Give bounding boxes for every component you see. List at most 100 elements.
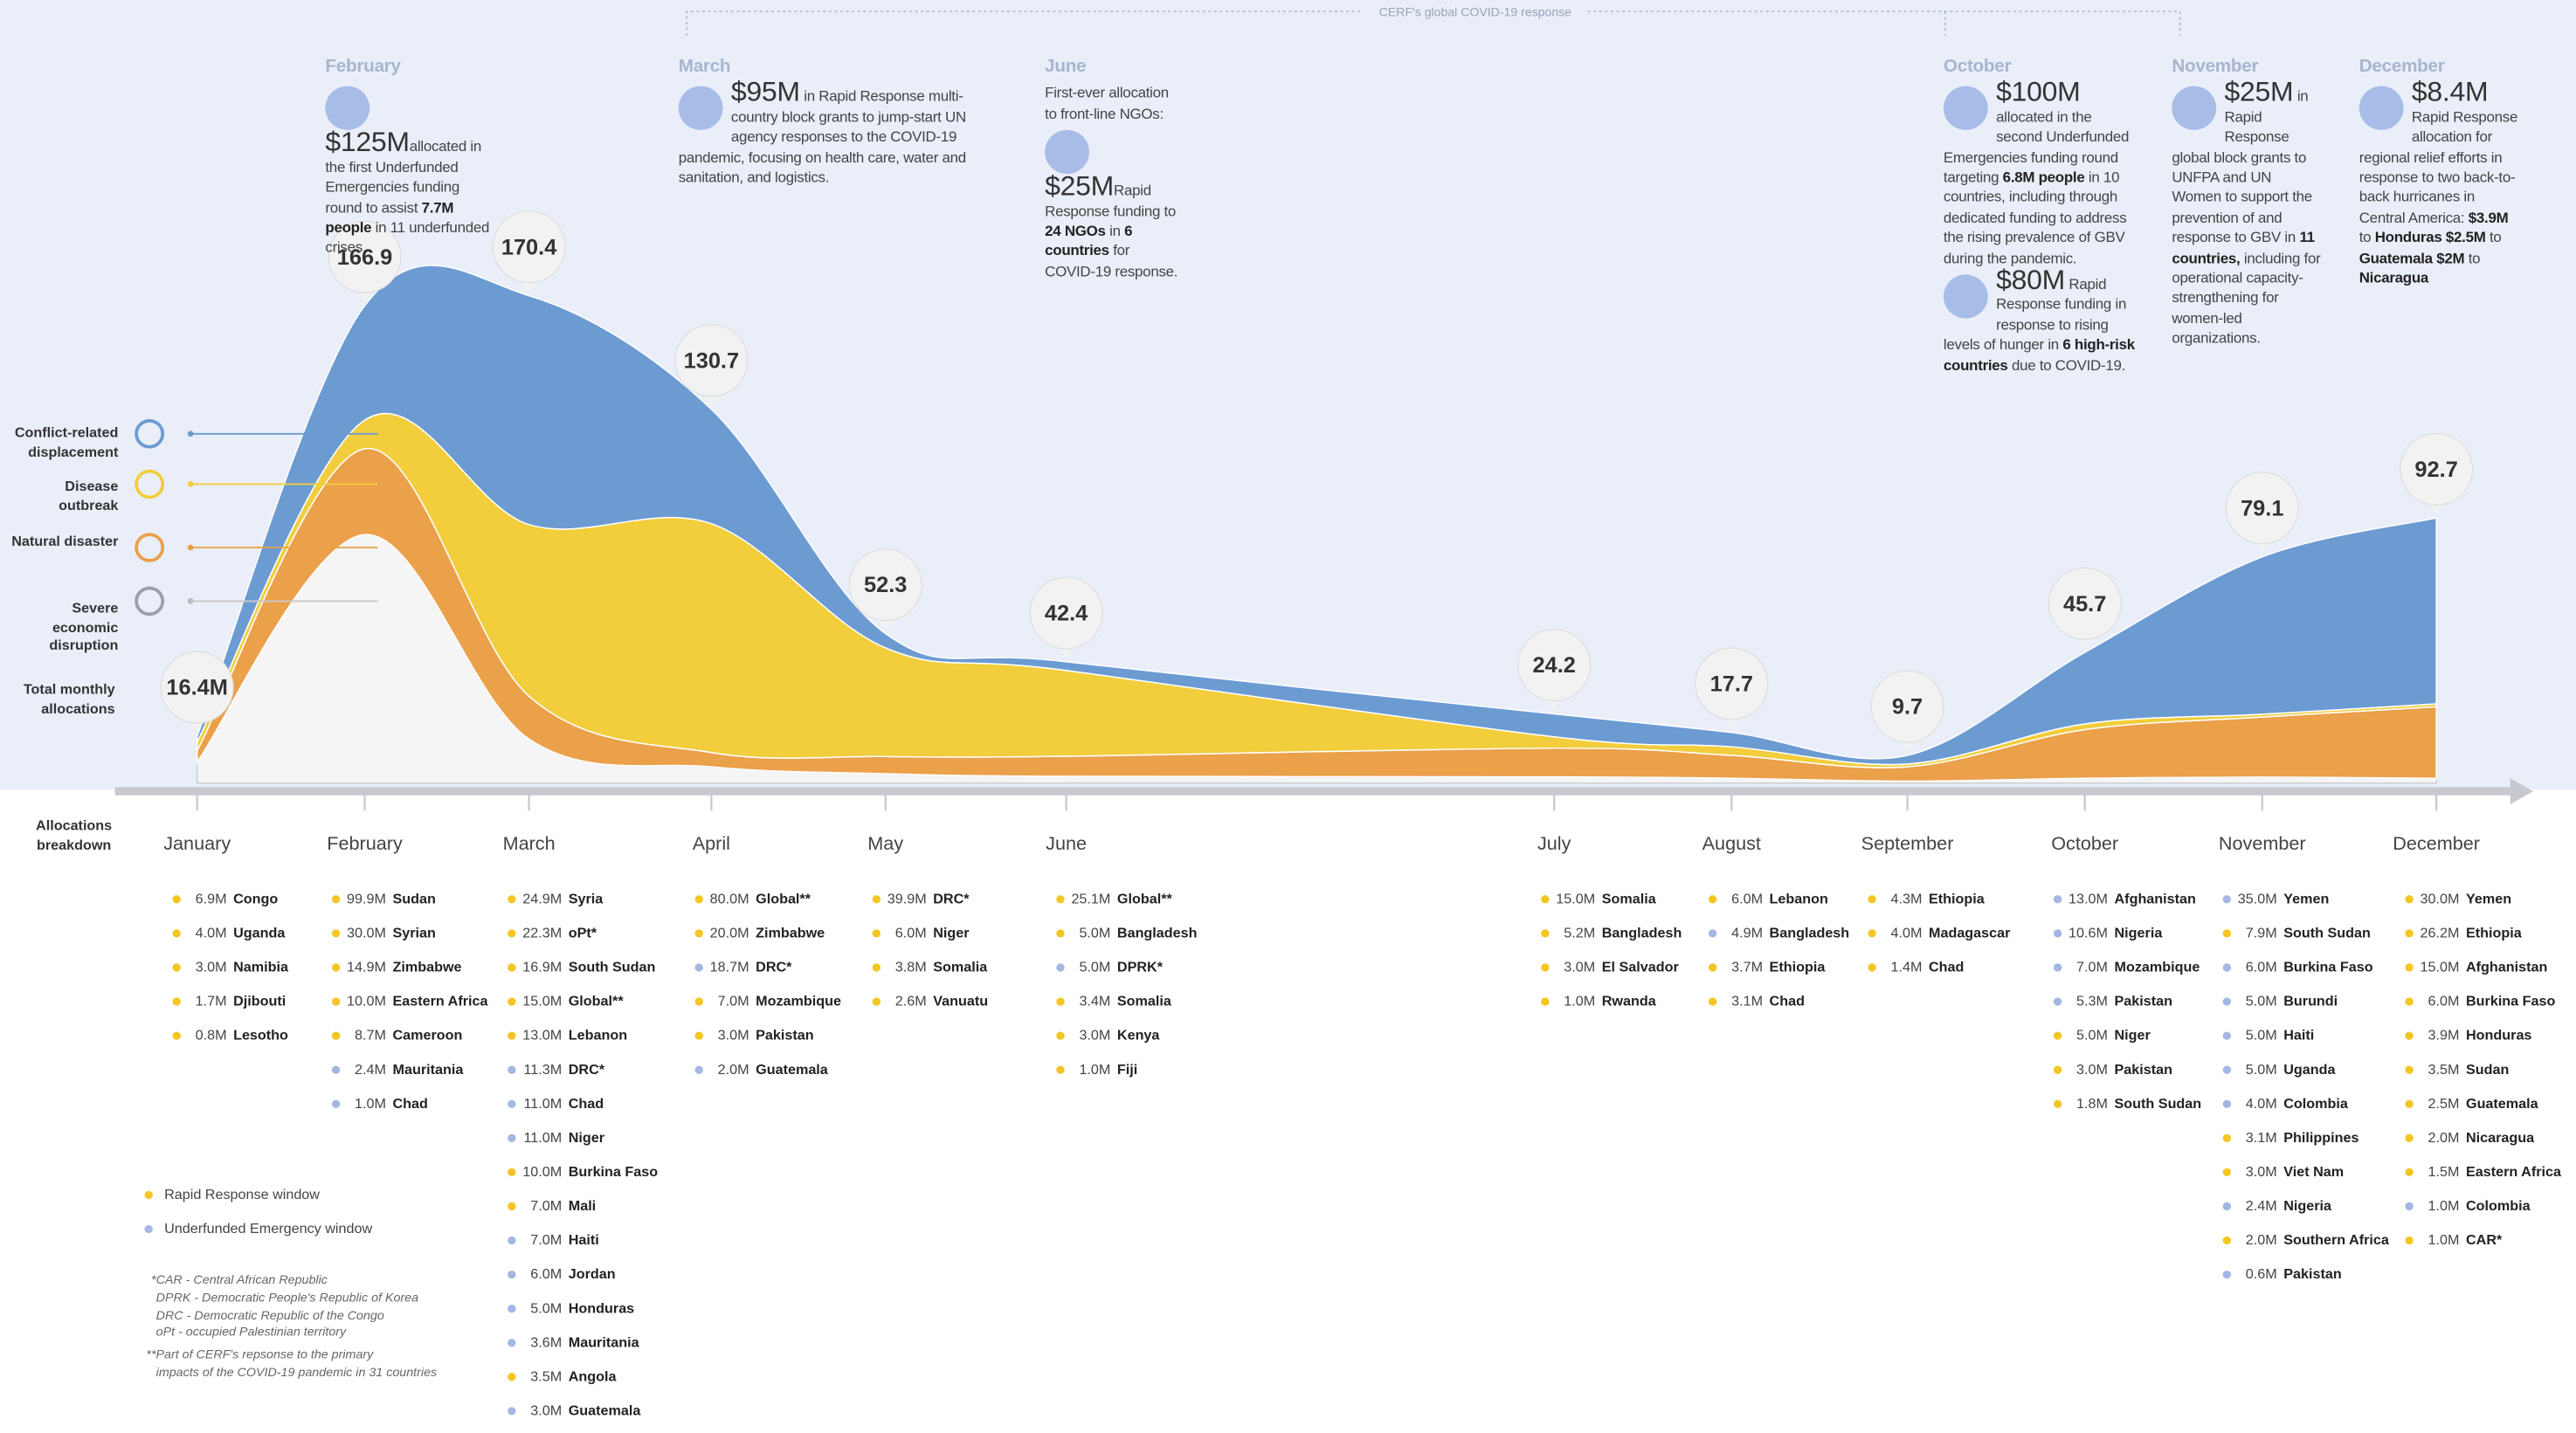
window-dot [2053, 1031, 2062, 1040]
x-tick-label: February [327, 833, 403, 854]
window-dot [508, 1236, 516, 1245]
legend-dot [187, 544, 194, 551]
item-country: Yemen [2283, 890, 2330, 907]
item-amount: 10.6M [2068, 924, 2108, 941]
annotation-block: $100M allocated in the second Underfunde… [1943, 79, 2137, 268]
item-country: Chad [1769, 992, 1805, 1009]
window-dot [2222, 929, 2232, 938]
annotation-bold: $3.9M [2468, 209, 2509, 226]
window-dot [694, 1031, 703, 1040]
item-amount: 1.0M [1564, 992, 1596, 1009]
item-country: Chad [392, 1095, 428, 1112]
window-dot [1708, 997, 1717, 1006]
item-country: Guatemala [2465, 1095, 2538, 1112]
item-country: Haiti [2283, 1026, 2315, 1044]
item-country: Lebanon [568, 1026, 628, 1044]
item-country: Sudan [2465, 1060, 2510, 1078]
item-amount: 6.0M [894, 924, 927, 941]
item-amount: 4.3M [1890, 890, 1923, 907]
item-country: Niger [933, 924, 970, 941]
window-dot [331, 1031, 341, 1040]
window-dot [2053, 895, 2062, 904]
window-dot [1541, 929, 1550, 938]
breakdown-title: Allocations breakdown [36, 816, 113, 852]
annotation-month: June [1045, 57, 1087, 77]
window-dot [2053, 997, 2062, 1006]
item-country: Guatemala [756, 1060, 828, 1078]
item-country: Bangladesh [1601, 924, 1682, 941]
total-label: 170.4 [501, 235, 557, 259]
item-country: Zimbabwe [392, 958, 462, 975]
item-country: Ethiopia [1928, 890, 1985, 907]
annotation-icon [325, 86, 370, 131]
window-dot [2222, 1133, 2232, 1142]
window-dot [172, 963, 181, 972]
item-amount: 1.0M [2428, 1197, 2460, 1214]
item-country: Colombia [2283, 1095, 2348, 1112]
total-label: 17.7 [1710, 672, 1753, 697]
item-country: Afghanistan [2465, 958, 2548, 975]
window-dot [1708, 929, 1717, 938]
total-bubble [674, 324, 749, 397]
item-country: Kenya [1116, 1026, 1160, 1044]
item-amount: 1.4M [1890, 958, 1923, 975]
legend-dot [187, 481, 194, 487]
window-dot [331, 895, 341, 904]
window-dot [172, 997, 181, 1006]
window-dot [1056, 895, 1065, 904]
annotation-icon [2358, 86, 2404, 131]
item-amount: 7.0M [530, 1197, 563, 1214]
window-dot [508, 929, 516, 938]
breakdown-item: 6.0M Lebanon [1708, 889, 1893, 908]
annotation-amount: $100M [1996, 77, 2081, 108]
window-dot [1056, 997, 1065, 1006]
item-amount: 99.9M [347, 890, 386, 907]
item-country: DRC* [568, 1060, 605, 1078]
breakdown-item: 99.9M Sudan [331, 889, 516, 908]
item-country: Global** [1116, 890, 1172, 907]
window-dot [508, 1373, 516, 1381]
window-dot [872, 895, 881, 904]
item-amount: 6.0M [2428, 992, 2460, 1009]
item-amount: 1.7M [195, 992, 227, 1009]
window-dot [1541, 963, 1550, 972]
window-dot [331, 997, 341, 1006]
item-amount: 3.1M [1731, 992, 1764, 1009]
item-amount: 10.0M [522, 1163, 563, 1180]
item-country: El Salvador [1601, 958, 1679, 975]
item-amount: 3.1M [2245, 1129, 2277, 1146]
window-dot [508, 1407, 516, 1416]
breakdown-item: 26.2M Ethiopia [2405, 923, 2576, 942]
item-amount: 26.2M [2420, 924, 2460, 941]
annotation-block: $125Mallocated in the first Underfunded … [325, 84, 489, 258]
annotation-icon [1045, 130, 1089, 175]
breakdown-item: 10.0M Burkina Faso [508, 1161, 692, 1181]
annotation-icon [1943, 86, 1988, 131]
breakdown-item: 11.0M Chad [508, 1093, 692, 1113]
annotation-text: including for operational capacity-stren… [2172, 249, 2321, 347]
annotation-amount: $25M [2224, 77, 2294, 108]
item-amount: 0.8M [195, 1026, 227, 1044]
window-dot [2405, 1168, 2414, 1177]
window-dot [2053, 929, 2062, 938]
item-amount: 3.4M [1079, 992, 1111, 1009]
annotation-text: allocated in the first Underfunded Emerg… [325, 138, 481, 216]
item-amount: 6.9M [195, 890, 227, 907]
total-bubble [160, 651, 234, 724]
breakdown-item: 4.0M Madagascar [1868, 923, 2052, 942]
window-dot [331, 929, 341, 938]
annotation-month: November [2172, 57, 2259, 77]
item-amount: 7.0M [717, 992, 749, 1009]
annotation-intro: First-ever allocation to front-line NGOs… [1045, 85, 1169, 122]
item-amount: 1.0M [355, 1095, 386, 1112]
breakdown-item: 25.1M Global** [1056, 889, 1240, 908]
breakdown-item: 5.0M Uganda [2222, 1059, 2407, 1078]
item-amount: 35.0M [2237, 890, 2277, 907]
breakdown-item: 3.7M Ethiopia [1708, 957, 1893, 976]
item-country: Namibia [233, 958, 288, 975]
annotation-text: to [2485, 229, 2502, 246]
item-country: Lesotho [233, 1026, 288, 1044]
annotation: October $100M allocated in the second Und… [1943, 57, 2137, 375]
item-amount: 4.0M [195, 924, 227, 941]
annotation-bold: 6 high-risk countries [1943, 336, 2135, 374]
